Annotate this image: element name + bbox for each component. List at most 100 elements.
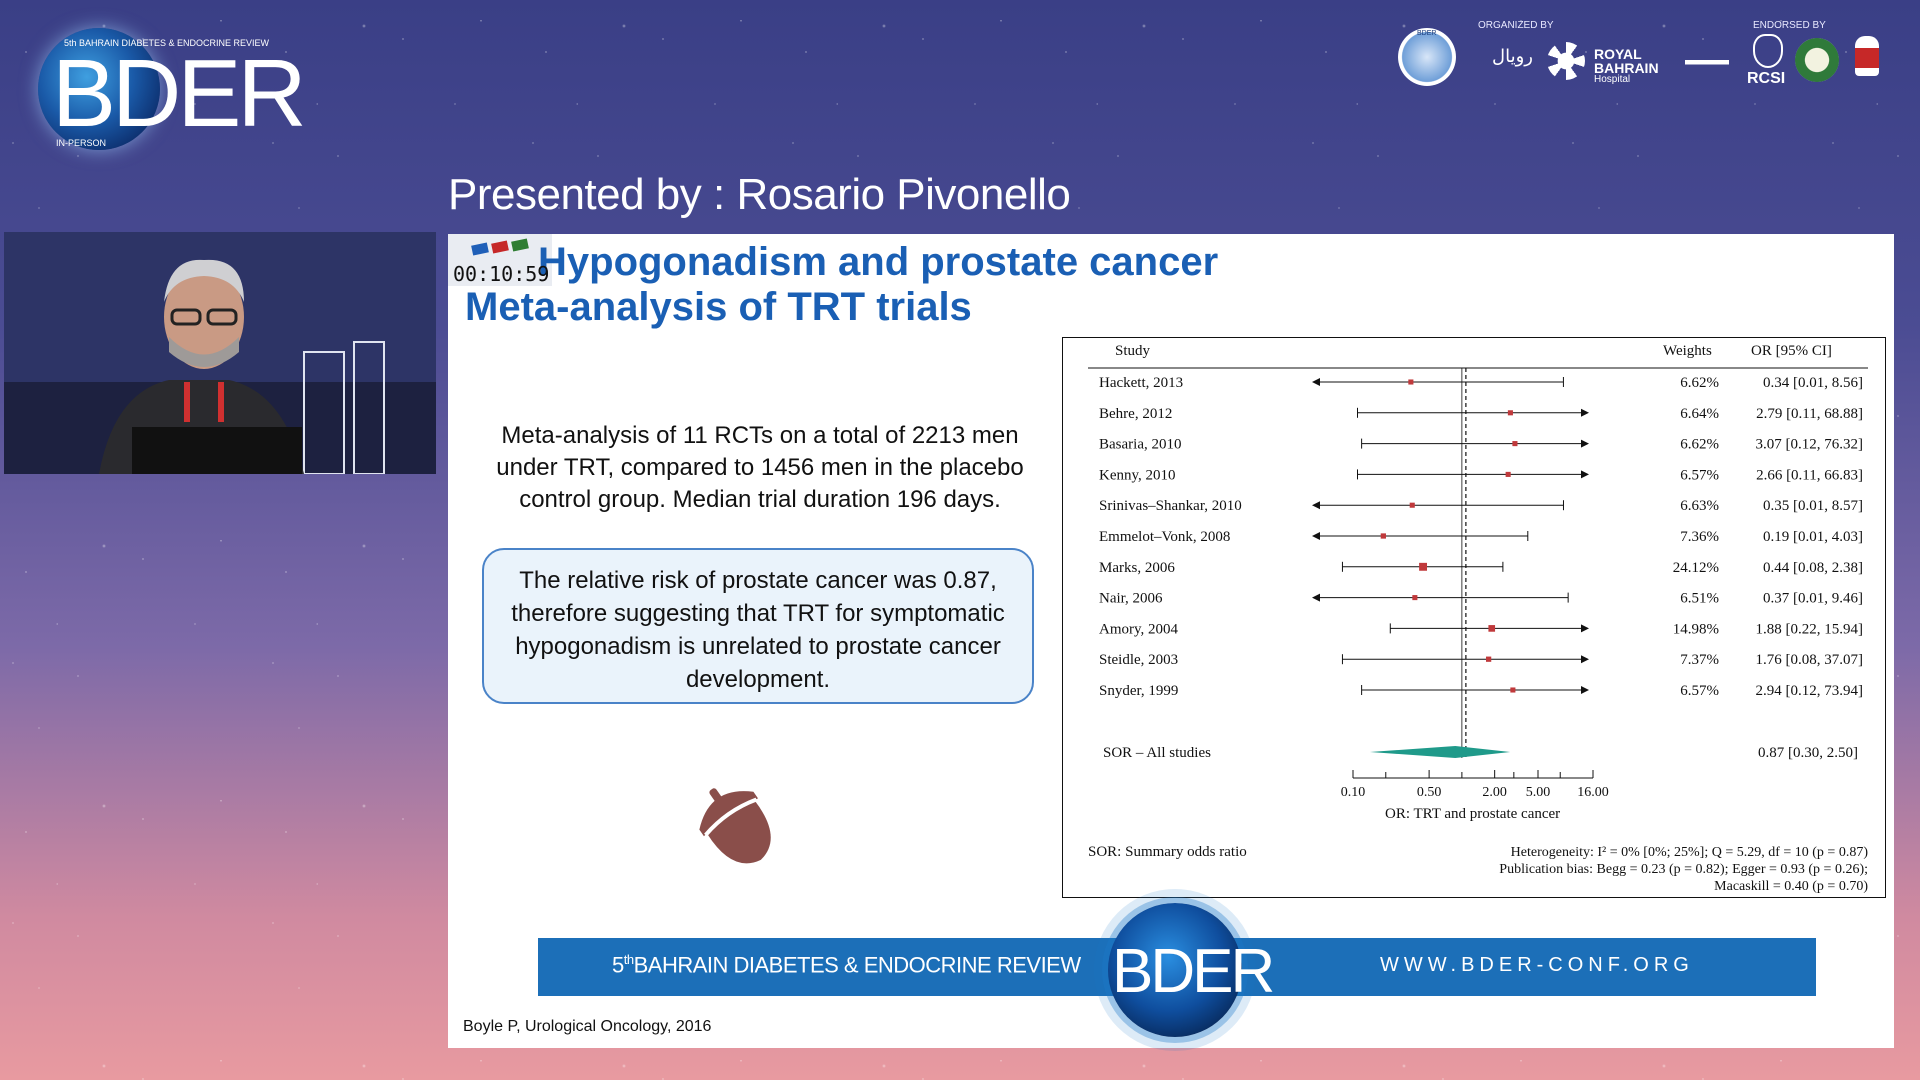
forest-row: Steidle, 2003 7.37% 1.76 [0.08, 37.07] xyxy=(1099,652,1863,668)
endorsed-by-label: ENDORSED BY xyxy=(1753,20,1826,31)
footer-conference-name: 5thBAHRAIN DIABETES & ENDOCRINE REVIEW xyxy=(612,952,1081,978)
study-weight: 7.37% xyxy=(1680,652,1719,668)
ci-arrow-right xyxy=(1581,470,1589,479)
ci-arrow-right xyxy=(1581,439,1589,448)
summary-paragraph: Meta-analysis of 11 RCTs on a total of 2… xyxy=(496,422,1024,513)
study-name: Emmelot–Vonk, 2008 xyxy=(1099,529,1230,545)
study-weight: 6.57% xyxy=(1680,683,1719,699)
footer-logo-globe xyxy=(1108,903,1242,1037)
summary-or-ci: 0.87 [0.30, 2.50] xyxy=(1758,745,1858,761)
flag-icons-overlay xyxy=(471,238,529,256)
ci-arrow-right xyxy=(1581,655,1589,664)
summary-diamond xyxy=(1369,746,1511,758)
forest-row: Amory, 2004 14.98% 1.88 [0.22, 15.94] xyxy=(1099,621,1863,637)
study-or-ci: 0.34 [0.01, 8.56] xyxy=(1763,375,1863,391)
study-weight: 6.57% xyxy=(1680,467,1719,483)
study-weight: 24.12% xyxy=(1673,560,1719,576)
ci-arrow-left xyxy=(1312,532,1320,540)
study-or-ci: 2.79 [0.11, 68.88] xyxy=(1756,406,1863,422)
forest-row: Behre, 2012 6.64% 2.79 [0.11, 68.88] xyxy=(1099,406,1863,422)
medical-society-icon xyxy=(1855,36,1879,76)
forest-row: Snyder, 1999 6.57% 2.94 [0.12, 73.94] xyxy=(1099,683,1863,699)
logo-text: BDER xyxy=(52,40,307,147)
forest-row: Hackett, 2013 6.62% 0.34 [0.01, 8.56] xyxy=(1099,375,1863,391)
x-tick-label: 5.00 xyxy=(1526,785,1551,800)
presenter-name: Presented by : Rosario Pivonello xyxy=(448,170,1071,219)
diabetes-society-icon xyxy=(1685,48,1729,78)
study-weight: 6.62% xyxy=(1680,375,1719,391)
logo-mode: IN-PERSON xyxy=(56,138,107,148)
slide-title-line1: Hypogonadism and prostate cancer xyxy=(538,240,1219,284)
logo-edition: 5th BAHRAIN DIABETES & ENDOCRINE REVIEW xyxy=(64,38,270,48)
ci-arrow-left xyxy=(1312,593,1320,602)
study-name: Amory, 2004 xyxy=(1099,621,1179,637)
bder-logo: 5th BAHRAIN DIABETES & ENDOCRINE REVIEW … xyxy=(38,28,307,158)
rcsi-logo: RCSI xyxy=(1747,70,1786,87)
speaker-video[interactable] xyxy=(4,232,436,474)
ci-arrow-left xyxy=(1312,501,1320,510)
point-estimate xyxy=(1485,656,1492,662)
study-or-ci: 0.35 [0.01, 8.57] xyxy=(1763,498,1863,514)
study-or-ci: 2.66 [0.11, 66.83] xyxy=(1756,467,1863,483)
header-study: Study xyxy=(1115,343,1151,359)
study-weight: 7.36% xyxy=(1680,529,1719,545)
citation: Boyle P, Urological Oncology, 2016 xyxy=(463,1018,712,1035)
forest-row: Marks, 2006 24.12% 0.44 [0.08, 2.38] xyxy=(1099,560,1863,576)
header-weights: Weights xyxy=(1663,343,1712,359)
forest-row: Srinivas–Shankar, 2010 6.63% 0.35 [0.01, 8… xyxy=(1099,498,1863,514)
x-tick-label: 0.50 xyxy=(1417,785,1442,800)
x-axis-label: OR: TRT and prostate cancer xyxy=(1385,806,1560,822)
study-name: Nair, 2006 xyxy=(1099,591,1163,607)
point-estimate xyxy=(1409,502,1415,508)
study-weight: 6.62% xyxy=(1680,437,1719,453)
footnote-left: SOR: Summary odds ratio xyxy=(1088,844,1247,860)
forest-plot: Study Weights OR [95% CI] Hackett, 2013 6… xyxy=(1088,343,1869,894)
ci-arrow-right xyxy=(1581,686,1589,694)
x-tick-label: 2.00 xyxy=(1482,785,1507,800)
study-or-ci: 1.76 [0.08, 37.07] xyxy=(1756,652,1864,668)
footer-edition-suffix: th xyxy=(623,952,634,967)
study-name: Kenny, 2010 xyxy=(1099,467,1176,483)
royal-bahrain-text-2: BAHRAIN xyxy=(1594,60,1659,76)
forest-row: Nair, 2006 6.51% 0.37 [0.01, 9.46] xyxy=(1099,591,1863,607)
point-estimate xyxy=(1505,471,1511,477)
study-or-ci: 2.94 [0.12, 73.94] xyxy=(1756,683,1864,699)
forest-row: Kenny, 2010 6.57% 2.66 [0.11, 66.83] xyxy=(1099,467,1863,483)
ci-arrow-right xyxy=(1581,408,1589,417)
sponsor-logos: BDER ORGANIZED BY رويال ROYAL BAHRAIN Ho… xyxy=(1395,18,1895,98)
study-or-ci: 0.19 [0.01, 4.03] xyxy=(1763,529,1863,545)
slide-title-line2: Meta-analysis of TRT trials xyxy=(465,285,972,329)
ci-arrow-right xyxy=(1581,624,1589,633)
conclusion-callout: The relative risk of prostate cancer was… xyxy=(482,548,1034,704)
study-name: Snyder, 1999 xyxy=(1099,683,1178,699)
study-weight: 6.63% xyxy=(1680,498,1719,514)
bder-seal-icon xyxy=(1398,28,1456,86)
royal-bahrain-text-1: ROYAL xyxy=(1594,46,1642,62)
footer-logo-text: BDER xyxy=(1112,937,1275,1006)
footer-website[interactable]: WWW.BDER-CONF.ORG xyxy=(1380,954,1694,976)
point-estimate xyxy=(1510,687,1516,693)
point-estimate xyxy=(1507,410,1513,416)
point-estimate xyxy=(1488,625,1496,632)
footnote-right-1: Heterogeneity: I² = 0% [0%; 25%]; Q = 5.… xyxy=(1511,845,1869,860)
study-or-ci: 0.37 [0.01, 9.46] xyxy=(1763,591,1863,607)
study-weight: 14.98% xyxy=(1673,621,1719,637)
study-or-ci: 0.44 [0.08, 2.38] xyxy=(1763,560,1863,576)
bder-seal-label: BDER xyxy=(1417,30,1437,37)
study-name: Behre, 2012 xyxy=(1099,406,1172,422)
footer-conference-text: BAHRAIN DIABETES & ENDOCRINE REVIEW xyxy=(633,952,1082,978)
ci-arrow-left xyxy=(1312,378,1320,386)
study-name: Steidle, 2003 xyxy=(1099,652,1178,668)
header-or: OR [95% CI] xyxy=(1751,343,1832,359)
study-name: Marks, 2006 xyxy=(1099,560,1175,576)
arabic-royal-logo: رويال xyxy=(1492,46,1533,67)
point-estimate xyxy=(1380,533,1386,539)
point-estimate xyxy=(1419,562,1428,571)
x-tick-label: 0.10 xyxy=(1341,785,1366,800)
study-or-ci: 3.07 [0.12, 76.32] xyxy=(1756,437,1864,453)
timer-time-overlay: 00:10:59 xyxy=(453,262,550,286)
timer-overlay: 00:10:59 xyxy=(448,234,549,286)
study-weight: 6.64% xyxy=(1680,406,1719,422)
forest-row: Basaria, 2010 6.62% 3.07 [0.12, 76.32] xyxy=(1099,437,1863,453)
royal-star-icon xyxy=(1547,42,1585,80)
